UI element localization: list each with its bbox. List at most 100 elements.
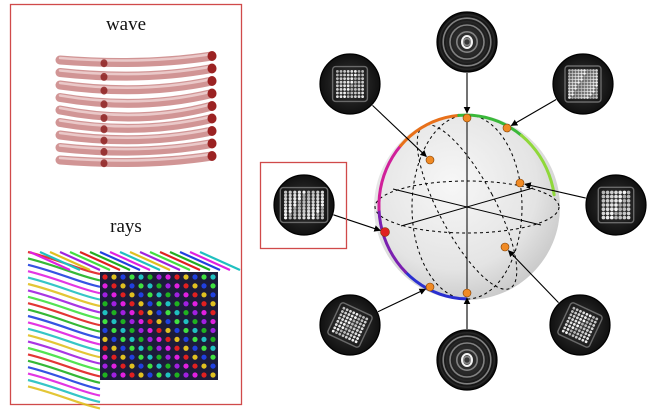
ray-point xyxy=(129,301,135,307)
ray-point xyxy=(165,372,171,378)
trajectory-segment xyxy=(377,144,403,212)
ray-point xyxy=(165,283,171,289)
wave-tube xyxy=(55,76,217,95)
thumbnail-disc xyxy=(549,294,611,356)
state-point xyxy=(425,282,435,292)
state-point xyxy=(500,242,510,252)
wave-tube-highlight xyxy=(58,90,214,103)
ray-point xyxy=(210,345,216,351)
ray-point xyxy=(210,274,216,280)
ray-point xyxy=(183,372,189,378)
ray-point xyxy=(138,292,144,298)
ray-line xyxy=(29,250,71,272)
mode-thumbnail-left-selected xyxy=(273,174,335,236)
thumbnail-disc xyxy=(436,329,498,391)
ray-point xyxy=(165,363,171,369)
ray-point xyxy=(183,354,189,360)
ray-point xyxy=(201,336,207,342)
ray-point xyxy=(192,318,198,325)
ray-point xyxy=(156,301,162,307)
ray-line xyxy=(27,302,101,327)
ray-point xyxy=(156,372,162,378)
ray-point xyxy=(111,318,117,325)
ray-line xyxy=(129,250,171,272)
thumbnail-pattern xyxy=(438,13,496,71)
ray-point xyxy=(129,310,135,316)
ray-point xyxy=(147,327,153,334)
ray-point xyxy=(156,354,162,360)
mode-thumbnail-lower-left xyxy=(319,294,381,356)
ray-point xyxy=(183,327,189,334)
ray-line xyxy=(27,263,101,288)
ray-point xyxy=(147,336,153,342)
ray-point xyxy=(129,292,135,298)
ray-point xyxy=(111,327,117,334)
connector-arrows xyxy=(333,73,586,329)
ray-line xyxy=(49,250,91,272)
ray-point xyxy=(192,292,198,298)
ray-point xyxy=(183,336,189,342)
ray-point xyxy=(156,310,162,316)
mode-thumbnail-right xyxy=(585,174,647,236)
ray-point xyxy=(165,318,171,325)
ray-point xyxy=(183,318,189,325)
ray-point xyxy=(138,354,144,360)
ray-point xyxy=(129,274,135,280)
ray-point xyxy=(120,301,126,307)
ray-line xyxy=(59,250,101,272)
ray-point xyxy=(120,372,126,378)
mode-thumbnail-upper-right xyxy=(552,53,614,115)
ray-line xyxy=(199,250,241,272)
ray-point xyxy=(147,274,153,280)
ray-point xyxy=(147,372,153,378)
ray-line xyxy=(189,250,231,272)
ray-point xyxy=(183,363,189,369)
ray-point xyxy=(174,336,180,342)
ray-point xyxy=(147,301,153,307)
ray-point xyxy=(156,345,162,351)
ray-point xyxy=(174,354,180,360)
ray-point xyxy=(138,283,144,289)
ray-point xyxy=(174,327,180,334)
wave-tube-end xyxy=(207,101,217,111)
ray-point xyxy=(201,274,207,280)
ray-line xyxy=(27,372,101,397)
ray-point xyxy=(210,336,216,342)
ray-point xyxy=(129,363,135,369)
wave-tube-highlight xyxy=(58,115,214,128)
wave-tube xyxy=(55,64,217,81)
wave-tube-section xyxy=(100,136,108,145)
ray-point xyxy=(102,327,108,334)
equator-line xyxy=(374,180,560,234)
ray-point xyxy=(120,318,126,325)
ray-point xyxy=(192,274,198,280)
ray-point xyxy=(156,327,162,334)
ray-point xyxy=(183,274,189,280)
ray-point xyxy=(165,310,171,316)
ray-point xyxy=(174,310,180,316)
ray-point xyxy=(120,345,126,351)
ray-point xyxy=(156,283,162,289)
thumbnail-disc xyxy=(436,11,498,73)
ray-line xyxy=(69,250,111,272)
thumbnail-pattern xyxy=(557,302,603,348)
ray-point xyxy=(201,354,207,360)
trajectory-segment xyxy=(404,270,468,301)
wave-tube xyxy=(55,126,217,145)
ray-point xyxy=(120,327,126,334)
ray-point xyxy=(192,327,198,334)
ray-point xyxy=(174,345,180,351)
wave-label: wave xyxy=(106,14,146,35)
wave-tube-stack xyxy=(55,51,217,168)
ray-point xyxy=(201,318,207,325)
ray-point xyxy=(183,301,189,307)
thumbnail-pattern xyxy=(597,186,635,224)
wave-tube-end xyxy=(207,88,217,99)
trajectory-segment xyxy=(377,208,408,274)
ray-line xyxy=(27,270,101,295)
ray-point xyxy=(156,363,162,369)
wave-tube-section xyxy=(100,100,108,109)
wave-tube-section xyxy=(100,114,108,122)
ray-point xyxy=(102,292,108,298)
